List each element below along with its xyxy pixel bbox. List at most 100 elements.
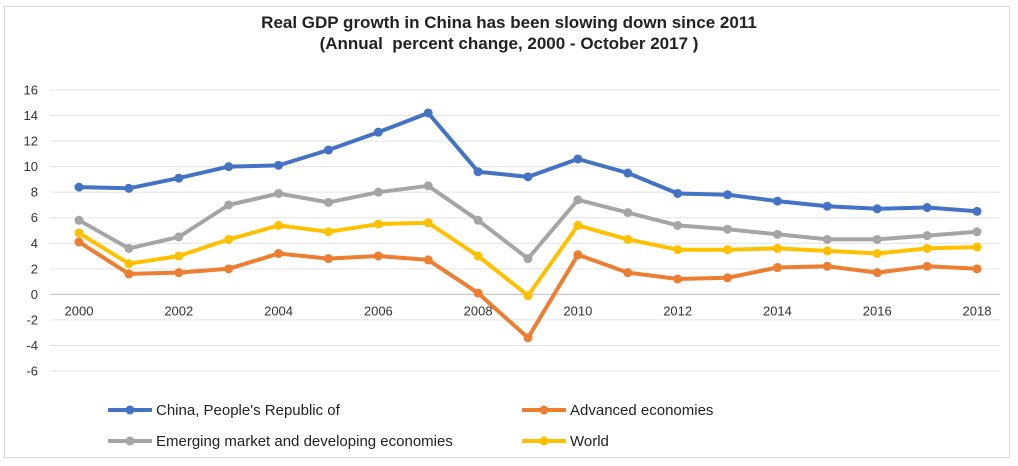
y-tick-label: -6 [26, 364, 38, 379]
data-point [174, 232, 184, 242]
chart-title: Real GDP growth in China has been slowin… [261, 13, 757, 32]
data-point [523, 333, 533, 343]
chart-title-block: Real GDP growth in China has been slowin… [0, 12, 1018, 54]
legend-swatch-marker [539, 436, 549, 446]
y-tick-label: 10 [24, 159, 38, 174]
legend-label: World [570, 433, 609, 450]
legend-label: Advanced economies [570, 402, 713, 419]
legend-item: China, People's Republic of [108, 402, 341, 419]
data-point [274, 160, 284, 170]
legend-swatch-marker [125, 436, 135, 446]
data-point [473, 288, 483, 298]
data-point [822, 201, 832, 211]
data-point [623, 234, 633, 244]
data-point [174, 251, 184, 261]
legend-label: Emerging market and developing economies [156, 433, 453, 450]
data-point [224, 264, 234, 274]
data-point [323, 227, 333, 237]
data-point [74, 215, 84, 225]
data-point [922, 231, 932, 241]
y-tick-label: 2 [31, 261, 38, 276]
y-tick-label: 12 [24, 134, 38, 149]
y-tick-label: 16 [24, 83, 38, 98]
x-tick-label: 2000 [65, 303, 94, 318]
data-point [274, 248, 284, 258]
data-point [523, 291, 533, 301]
chart-subtitle: (Annual percent change, 2000 - October 2… [319, 34, 699, 53]
data-point [922, 261, 932, 271]
data-point [723, 273, 733, 283]
series-3 [74, 218, 982, 301]
legend-item: Emerging market and developing economies [108, 433, 453, 450]
data-point [822, 246, 832, 256]
data-point [323, 197, 333, 207]
series-lines [74, 108, 982, 343]
data-point [224, 200, 234, 210]
data-point [473, 251, 483, 261]
y-tick-label: -2 [26, 312, 38, 327]
data-point [423, 218, 433, 228]
x-tick-label: 2008 [464, 303, 493, 318]
y-tick-label: 4 [31, 236, 38, 251]
data-point [623, 208, 633, 218]
data-point [673, 274, 683, 284]
data-point [74, 182, 84, 192]
data-point [772, 243, 782, 253]
data-point [623, 268, 633, 278]
x-axis-ticks: 2000 2002 2004 2006 2008 2010 2012 2014 2016 2018 [65, 303, 992, 318]
data-point [274, 188, 284, 198]
data-point [723, 224, 733, 234]
data-point [573, 220, 583, 230]
data-point [573, 250, 583, 260]
data-point [373, 251, 383, 261]
data-point [573, 195, 583, 205]
data-point [74, 237, 84, 247]
x-tick-label: 2002 [164, 303, 193, 318]
data-point [423, 108, 433, 118]
data-point [224, 234, 234, 244]
data-point [124, 183, 134, 193]
data-point [972, 264, 982, 274]
data-point [623, 168, 633, 178]
y-tick-label: 0 [31, 287, 38, 302]
data-point [473, 167, 483, 177]
y-tick-label: 6 [31, 210, 38, 225]
data-point [473, 215, 483, 225]
data-point [723, 190, 733, 200]
data-point [423, 181, 433, 191]
x-tick-label: 2014 [763, 303, 792, 318]
x-tick-label: 2010 [563, 303, 592, 318]
data-point [423, 255, 433, 265]
data-point [922, 243, 932, 253]
data-point [673, 220, 683, 230]
series-1 [74, 237, 982, 343]
data-point [772, 263, 782, 273]
data-point [323, 145, 333, 155]
data-point [822, 261, 832, 271]
y-tick-label: -4 [26, 338, 38, 353]
legend-swatch-marker [539, 405, 549, 415]
series-line [77, 183, 979, 261]
data-point [772, 229, 782, 239]
data-point [373, 187, 383, 197]
legend-label: China, People's Republic of [156, 402, 341, 419]
data-point [872, 248, 882, 258]
data-point [872, 204, 882, 214]
data-point [673, 188, 683, 198]
data-point [723, 245, 733, 255]
legend-item: World [522, 433, 609, 450]
data-point [523, 254, 533, 264]
x-tick-label: 2004 [264, 303, 293, 318]
data-point [124, 269, 134, 279]
data-point [972, 206, 982, 216]
x-tick-label: 2006 [364, 303, 393, 318]
data-point [822, 234, 832, 244]
data-point [274, 220, 284, 230]
data-point [972, 242, 982, 252]
data-point [872, 234, 882, 244]
series-2 [74, 181, 982, 264]
y-tick-label: 14 [24, 108, 38, 123]
legend-item: Advanced economies [522, 402, 713, 419]
data-point [673, 245, 683, 255]
